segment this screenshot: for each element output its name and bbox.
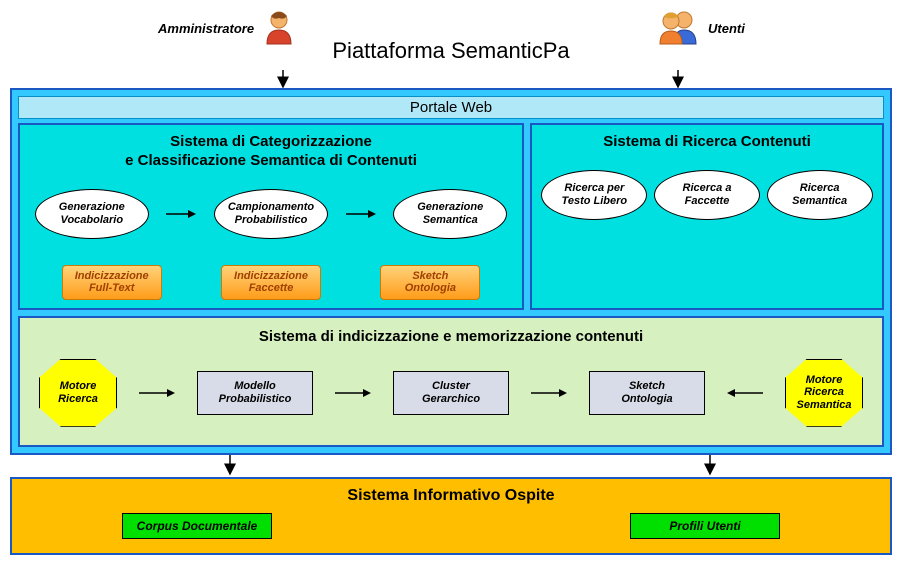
host-title: Sistema Informativo Ospite	[22, 487, 880, 505]
search-panel: Sistema di Ricerca Contenuti Ricerca per…	[530, 123, 884, 310]
arrow-right-icon	[531, 387, 567, 399]
portal-header: Portale Web	[18, 96, 884, 119]
admin-label: Amministratore	[158, 21, 254, 36]
categorization-panel: Sistema di Categorizzazione e Classifica…	[18, 123, 524, 310]
index-panel: Sistema di indicizzazione e memorizzazio…	[18, 316, 884, 447]
search-ellipse-row: Ricerca perTesto Libero Ricerca aFaccett…	[538, 170, 876, 220]
cat-orange-row: IndicizzazioneFull-Text IndicizzazioneFa…	[26, 265, 516, 300]
admin-icon	[264, 10, 294, 46]
ellipse-ricerca-semantica: RicercaSemantica	[767, 170, 873, 220]
ellipse-ricerca-faccette: Ricerca aFaccette	[654, 170, 760, 220]
cat-title: Sistema di Categorizzazione e Classifica…	[26, 133, 516, 171]
ellipse-ricerca-libero: Ricerca perTesto Libero	[541, 170, 647, 220]
cat-title-l1: Sistema di Categorizzazione	[170, 133, 372, 150]
search-title: Sistema di Ricerca Contenuti	[538, 133, 876, 152]
octagon-motore-semantica: MotoreRicercaSemantica	[785, 359, 863, 427]
green-corpus: Corpus Documentale	[122, 513, 272, 539]
arrow-right-icon	[139, 387, 175, 399]
ellipse-gen-semantica: GenerazioneSemantica	[393, 189, 507, 239]
users-label: Utenti	[708, 21, 745, 36]
rect-cluster: ClusterGerarchico	[393, 371, 509, 415]
orange-faccette: IndicizzazioneFaccette	[221, 265, 321, 300]
arrow-right-icon	[335, 387, 371, 399]
host-block: Sistema Informativo Ospite Corpus Docume…	[10, 477, 892, 555]
upper-panels: Sistema di Categorizzazione e Classifica…	[18, 123, 884, 310]
platform-container: Portale Web Sistema di Categorizzazione …	[10, 88, 892, 455]
actor-arrows	[10, 70, 902, 88]
header-row: Amministratore Piattaforma SemanticPa Ut…	[10, 10, 892, 70]
users-actor: Utenti	[658, 10, 745, 46]
orange-fulltext: IndicizzazioneFull-Text	[62, 265, 162, 300]
arrow-left-icon	[727, 387, 763, 399]
octagon-motore-ricerca: MotoreRicerca	[39, 359, 117, 427]
host-arrows	[10, 455, 902, 477]
ellipse-campionamento: CampionamentoProbabilistico	[214, 189, 328, 239]
index-title: Sistema di indicizzazione e memorizzazio…	[28, 328, 874, 345]
host-row: Corpus Documentale Profili Utenti	[22, 513, 880, 539]
users-icon	[658, 10, 698, 46]
cat-title-l2: e Classificazione Semantica di Contenuti	[125, 152, 417, 169]
cat-ellipse-row: GenerazioneVocabolario CampionamentoProb…	[26, 189, 516, 239]
ellipse-gen-vocab: GenerazioneVocabolario	[35, 189, 149, 239]
green-profili: Profili Utenti	[630, 513, 780, 539]
arrow-right-icon	[346, 208, 376, 220]
admin-actor: Amministratore	[158, 10, 294, 46]
index-row: MotoreRicerca ModelloProbabilistico Clus…	[28, 359, 874, 427]
main-title: Piattaforma SemanticPa	[332, 38, 569, 64]
rect-modello: ModelloProbabilistico	[197, 371, 313, 415]
orange-sketch: SketchOntologia	[380, 265, 480, 300]
rect-sketch: SketchOntologia	[589, 371, 705, 415]
arrow-right-icon	[166, 208, 196, 220]
